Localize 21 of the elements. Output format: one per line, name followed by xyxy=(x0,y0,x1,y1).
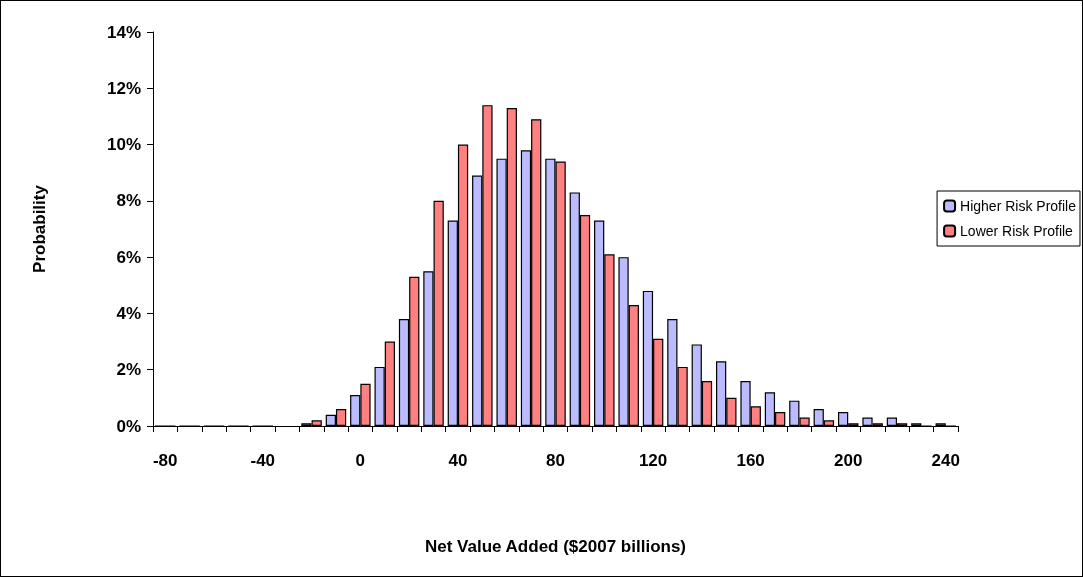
y-tick-label: 14% xyxy=(106,22,141,42)
x-tick-label: 120 xyxy=(638,451,668,470)
x-tick-label: 0 xyxy=(355,451,366,470)
x-tick-label: 240 xyxy=(931,451,960,470)
legend-label: Higher Risk Profile xyxy=(960,198,1077,214)
x-tick-label: 80 xyxy=(546,451,565,470)
y-tick-label: 12% xyxy=(106,78,141,98)
x-axis-title: Net Value Added ($2007 billions) xyxy=(424,537,687,556)
y-axis-title: Probability xyxy=(30,184,49,273)
y-tick-label: 4% xyxy=(116,303,141,323)
legend-label: Lower Risk Profile xyxy=(960,223,1074,239)
x-tick-label: 160 xyxy=(736,451,765,470)
y-tick-label: 8% xyxy=(116,191,141,211)
x-tick-label: -40 xyxy=(250,451,276,470)
y-tick-label: 2% xyxy=(116,360,141,380)
y-tick-label: 0% xyxy=(116,416,141,436)
y-tick-label: 10% xyxy=(106,135,141,155)
y-tick-label: 6% xyxy=(116,247,141,267)
x-tick-label: 40 xyxy=(448,451,468,470)
x-tick-label: 200 xyxy=(834,451,863,470)
x-tick-label: -80 xyxy=(152,451,178,470)
